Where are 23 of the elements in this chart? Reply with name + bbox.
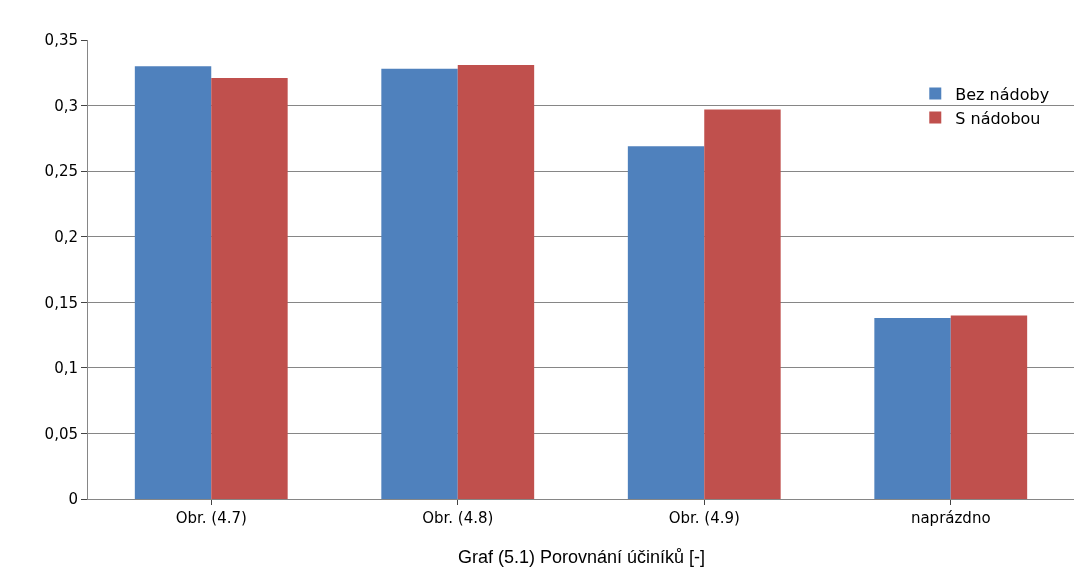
bar bbox=[211, 78, 288, 499]
y-tick-label: 0,25 bbox=[44, 162, 78, 181]
bar bbox=[381, 68, 458, 499]
y-tick-label: 0,3 bbox=[54, 96, 78, 115]
bar bbox=[874, 318, 951, 499]
x-tick-label: naprázdno bbox=[910, 509, 991, 527]
text: Graf (5.1) Porovnání účiníků [-] bbox=[458, 547, 706, 567]
legend-label: Bez nádoby bbox=[955, 84, 1050, 104]
bar bbox=[704, 109, 781, 499]
bar bbox=[134, 66, 212, 499]
x-tick-label: Obr. (4.8) bbox=[422, 509, 494, 527]
y-tick-label: 0 bbox=[68, 490, 78, 509]
bar bbox=[457, 64, 535, 499]
x-tick-label: Obr. (4.7) bbox=[175, 509, 247, 527]
y-tick-label: 0,05 bbox=[44, 424, 78, 443]
y-tick-label: 0,2 bbox=[54, 227, 78, 246]
y-tick-label: 0,35 bbox=[44, 31, 78, 50]
bar bbox=[627, 146, 705, 499]
bar bbox=[950, 315, 1028, 499]
y-tick-label: 0,1 bbox=[54, 359, 78, 378]
x-tick-label: Obr. (4.9) bbox=[668, 509, 740, 527]
y-tick-label: 0,15 bbox=[44, 293, 78, 312]
legend-label: S nádobou bbox=[955, 108, 1041, 128]
